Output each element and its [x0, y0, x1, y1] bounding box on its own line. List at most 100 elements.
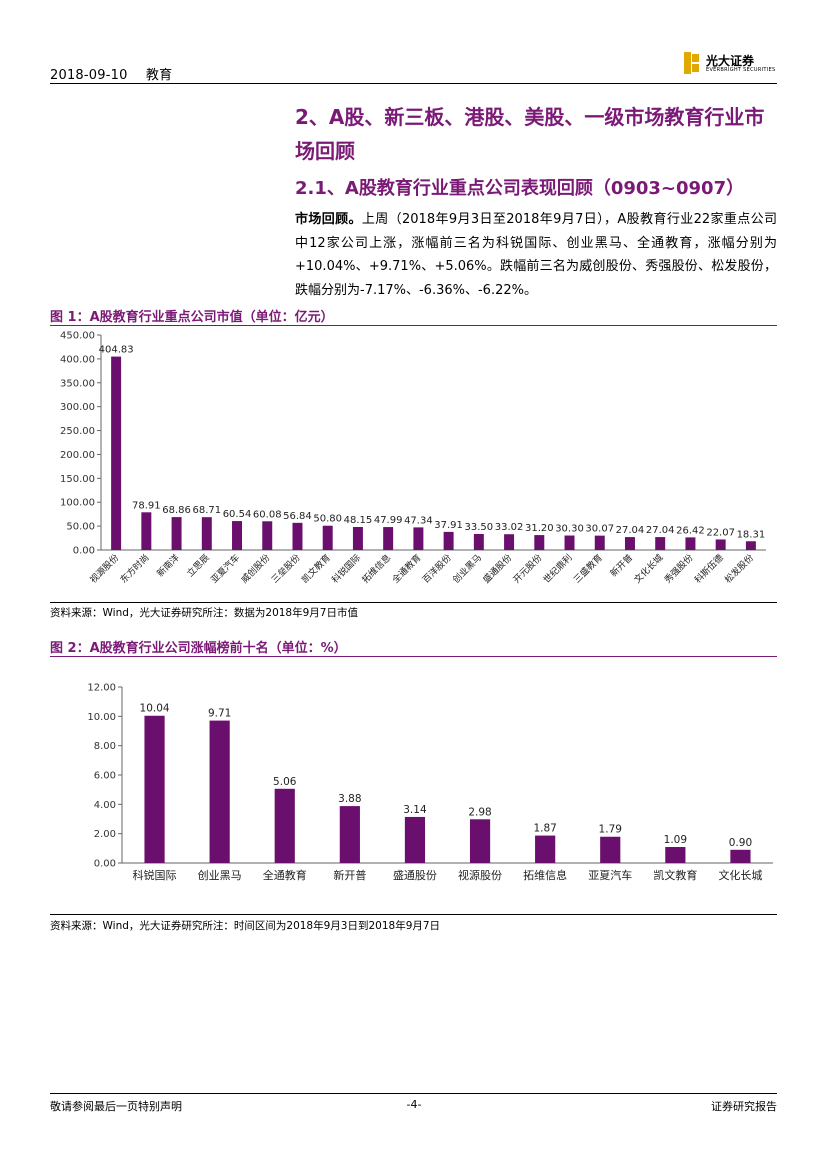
x-category-label: 新开普 — [333, 868, 366, 882]
x-category-label: 文化长城 — [718, 868, 762, 882]
report-header: 2018-09-10 教育 — [50, 64, 186, 83]
figure1-title: 图 1：A股教育行业重点公司市值（单位：亿元） — [50, 310, 334, 325]
figure1-source: 资料来源：Wind，光大证券研究所注：数据为2018年9月7日市值 — [50, 607, 358, 619]
x-category-label: 科锐国际 — [329, 552, 363, 586]
bar-value-label: 27.04 — [646, 525, 675, 536]
bar-value-label: 1.79 — [599, 824, 622, 836]
x-category-label: 东方时尚 — [118, 552, 152, 586]
bar — [141, 512, 152, 550]
bar-value-label: 9.71 — [208, 708, 231, 720]
y-tick-label: 250.00 — [60, 426, 95, 437]
bar-value-label: 10.04 — [140, 703, 170, 715]
bar-value-label: 60.54 — [223, 509, 252, 520]
bar-value-label: 2.98 — [468, 806, 491, 818]
bar-value-label: 78.91 — [132, 500, 161, 511]
figure1-source-rule — [50, 602, 777, 603]
bar — [232, 521, 243, 550]
x-category-label: 视源股份 — [458, 868, 502, 882]
bar-value-label: 30.30 — [555, 524, 584, 535]
bar-value-label: 48.15 — [344, 515, 373, 526]
bar — [413, 527, 424, 550]
bar — [292, 522, 303, 550]
bar-value-label: 37.91 — [434, 520, 463, 531]
x-category-label: 拓维信息 — [359, 552, 393, 586]
bar-value-label: 5.06 — [273, 776, 297, 788]
x-category-label: 秀强股份 — [662, 552, 696, 586]
bar — [473, 533, 484, 550]
y-tick-label: 0.00 — [94, 859, 116, 870]
bar — [352, 526, 363, 550]
bar-value-label: 3.88 — [338, 793, 361, 805]
y-tick-label: 12.00 — [87, 683, 116, 694]
bar-value-label: 33.50 — [465, 522, 494, 533]
x-category-label: 创业黑马 — [198, 869, 242, 882]
y-tick-label: 300.00 — [60, 402, 95, 413]
x-category-label: 亚夏汽车 — [588, 868, 632, 882]
y-tick-label: 8.00 — [94, 741, 116, 752]
x-category-label: 立思辰 — [184, 552, 212, 580]
bar — [665, 847, 686, 863]
bar-value-label: 0.90 — [729, 837, 752, 849]
bar-value-label: 31.20 — [525, 523, 554, 534]
x-category-label: 科斯伍德 — [692, 552, 726, 586]
x-category-label: 凯文教育 — [299, 552, 333, 586]
y-tick-label: 150.00 — [60, 474, 95, 485]
bar — [339, 806, 360, 863]
logo-text-en: EVERBRIGHT SECURITIES — [706, 67, 776, 73]
bar — [504, 534, 515, 550]
bar-value-label: 3.14 — [403, 804, 427, 816]
paragraph-text: 上周（2018年9月3日至2018年9月7日），A股教育行业22家重点公司中12… — [295, 212, 777, 298]
y-tick-label: 50.00 — [66, 522, 95, 533]
bar-value-label: 1.09 — [664, 834, 687, 846]
y-tick-label: 10.00 — [87, 712, 116, 723]
x-category-label: 百洋股份 — [420, 552, 454, 586]
bar-value-label: 47.34 — [404, 515, 433, 526]
bar-value-label: 50.80 — [313, 514, 342, 525]
x-category-label: 科锐国际 — [133, 868, 177, 882]
bar — [594, 535, 605, 550]
y-tick-label: 4.00 — [94, 800, 116, 811]
page-number: -4- — [406, 1098, 422, 1111]
bar-value-label: 27.04 — [616, 525, 645, 536]
bar-value-label: 68.86 — [162, 505, 191, 516]
figure2-source-rule — [50, 914, 777, 915]
report-date: 2018-09-10 — [50, 68, 128, 83]
paragraph-lead: 市场回顾。 — [295, 212, 362, 227]
x-category-label: 拓维信息 — [523, 868, 567, 882]
y-tick-label: 100.00 — [60, 498, 95, 509]
bar — [144, 715, 165, 863]
bar-value-label: 68.71 — [192, 505, 221, 516]
y-tick-label: 450.00 — [60, 331, 95, 342]
x-category-label: 凯文教育 — [653, 868, 697, 882]
y-tick-label: 0.00 — [73, 546, 95, 557]
figure2-top-rule — [50, 656, 777, 657]
y-tick-label: 400.00 — [60, 354, 95, 365]
y-tick-label: 2.00 — [94, 829, 116, 840]
bar — [171, 517, 182, 550]
bar — [535, 835, 556, 863]
figure2-source: 资料来源：Wind，光大证券研究所注：时间区间为2018年9月3日到2018年9… — [50, 920, 441, 932]
bar-value-label: 404.83 — [99, 345, 134, 356]
bar — [564, 535, 575, 550]
bar — [655, 537, 666, 550]
x-category-label: 盛通股份 — [480, 552, 514, 586]
bar-value-label: 47.99 — [374, 515, 403, 526]
bar-value-label: 56.84 — [283, 511, 312, 522]
x-category-label: 新南洋 — [154, 552, 182, 580]
y-tick-label: 6.00 — [94, 771, 116, 782]
bar-value-label: 30.07 — [585, 524, 614, 535]
x-category-label: 威创股份 — [238, 552, 272, 586]
bar-value-label: 33.02 — [495, 522, 524, 533]
bar — [111, 356, 122, 550]
market-cap-chart: 0.00 50.00 100.00 150.00 200.00 250.00 300.00 3… — [60, 331, 766, 586]
x-category-label: 文化长城 — [631, 552, 665, 586]
footer-disclaimer: 敬请参阅最后一页特别声明 — [50, 1100, 182, 1113]
x-category-label: 三垒股份 — [269, 552, 303, 586]
report-industry: 教育 — [145, 68, 173, 83]
y-tick-label: 200.00 — [60, 450, 95, 461]
bar — [624, 537, 635, 550]
x-category-label: 松发股份 — [722, 552, 756, 586]
bar — [209, 720, 230, 863]
x-category-label: 全通教育 — [263, 868, 307, 882]
bar — [201, 517, 212, 550]
